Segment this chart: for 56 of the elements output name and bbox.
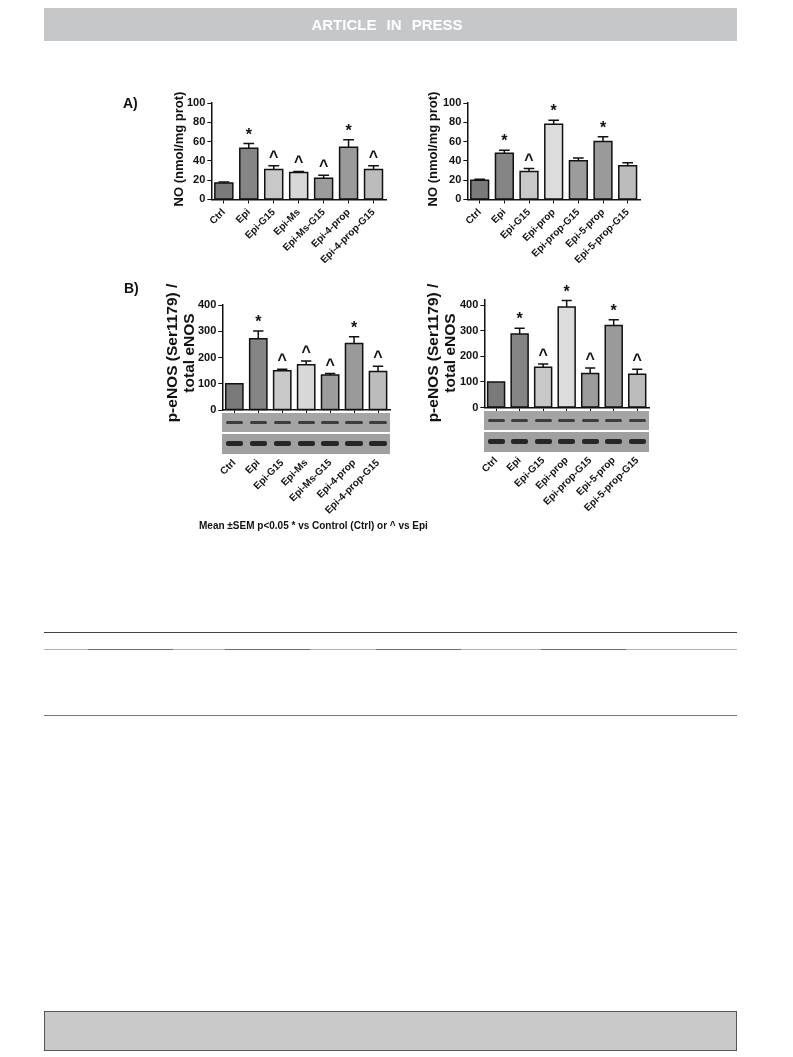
- text: Mean ±SEM p<0.05 * vs Control (Ctrl) or ^ vs Epi: [199, 520, 428, 531]
- y-tick-label: 0: [472, 400, 479, 413]
- annotation: ^: [368, 147, 379, 165]
- annotation: ^: [294, 153, 304, 171]
- annotation: *: [599, 118, 607, 136]
- y-tick-label: 40: [193, 153, 206, 166]
- y-tick-label: 400: [459, 298, 479, 311]
- annotation: *: [563, 282, 571, 300]
- y-tick-label: 0: [210, 403, 217, 416]
- x-tick-label: Ctrl: [217, 456, 238, 477]
- y-tick-label: 40: [449, 153, 462, 166]
- y-tick-label: 100: [197, 376, 217, 389]
- y-axis-title: NO (nmol/mg prot): [170, 91, 187, 207]
- annotation: ^: [585, 350, 595, 368]
- y-tick-label: 0: [455, 192, 462, 205]
- y-tick-label: 60: [193, 134, 206, 147]
- y-tick-label: 100: [186, 96, 206, 109]
- annotation: ^: [277, 351, 287, 369]
- annotation: *: [610, 301, 618, 319]
- annotation: ^: [524, 150, 534, 168]
- chart-title: A): [123, 95, 138, 111]
- annotation: ^: [269, 147, 279, 165]
- y-tick-label: 80: [193, 115, 206, 128]
- annotation: ^: [632, 351, 642, 369]
- y-axis-title: p-eNOS (Ser1179) / total eNOS: [162, 282, 198, 425]
- x-tick-label: Ctrl: [479, 454, 500, 475]
- annotation: ^: [325, 355, 335, 373]
- annotation: ^: [301, 342, 311, 360]
- annotation: *: [255, 312, 263, 330]
- annotation: *: [245, 125, 253, 143]
- y-axis-title: NO (nmol/mg prot): [424, 91, 441, 207]
- y-tick-label: 0: [199, 192, 206, 205]
- text: ARTICLE IN PRESS: [311, 16, 463, 33]
- y-tick-label: 20: [449, 173, 462, 186]
- y-tick-label: 200: [459, 349, 479, 362]
- y-tick-label: 400: [197, 298, 217, 311]
- y-tick-label: 100: [459, 374, 479, 387]
- chart-title: B): [124, 280, 139, 296]
- y-axis-title: p-eNOS (Ser1179) / total eNOS: [423, 282, 459, 425]
- annotation: ^: [538, 345, 548, 363]
- x-tick-label: Ctrl: [463, 206, 484, 227]
- annotation: *: [501, 132, 509, 150]
- y-tick-label: 300: [197, 324, 217, 337]
- y-tick-label: 300: [459, 323, 479, 336]
- y-tick-label: 100: [442, 96, 462, 109]
- annotation: *: [350, 318, 358, 336]
- y-tick-label: 200: [197, 350, 217, 363]
- x-tick-label: Ctrl: [207, 206, 228, 227]
- annotation: ^: [373, 348, 383, 366]
- annotation: *: [345, 121, 353, 139]
- annotation: *: [550, 102, 558, 120]
- y-tick-label: 80: [449, 115, 462, 128]
- y-tick-label: 60: [449, 134, 462, 147]
- y-tick-label: 20: [193, 173, 206, 186]
- annotation: *: [516, 310, 524, 328]
- annotation: ^: [318, 157, 329, 175]
